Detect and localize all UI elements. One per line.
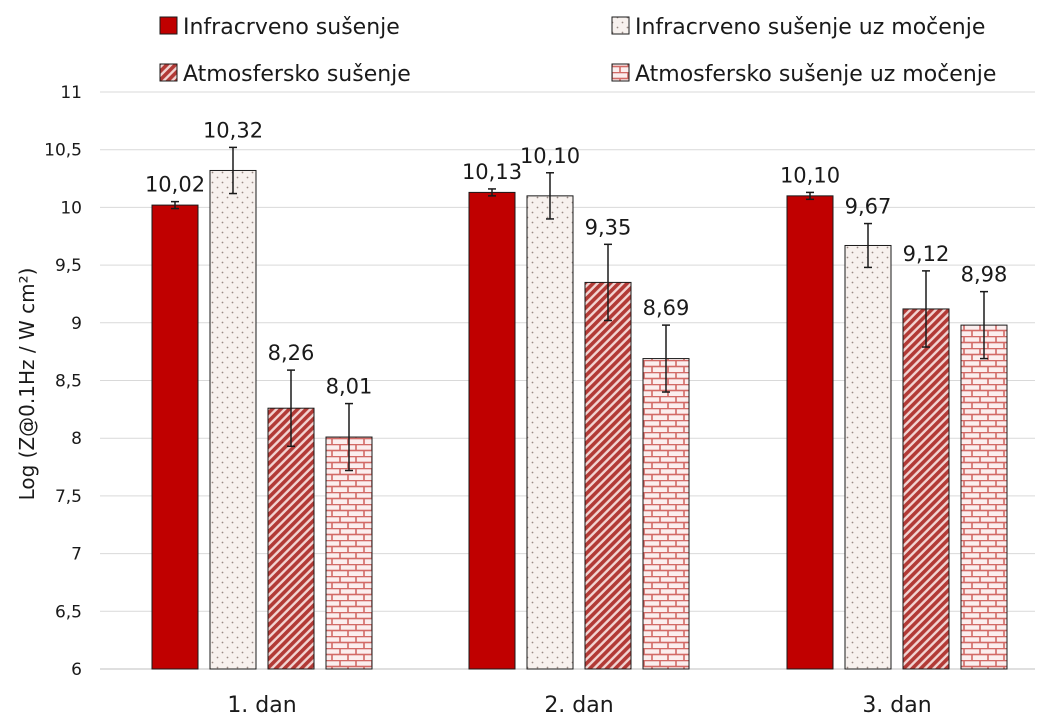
legend-item: Atmosfersko sušenje uz močenje [611,62,996,87]
data-label: 10,13 [462,160,522,184]
y-tick-label: 8,5 [55,372,82,392]
bar [526,195,574,670]
error-bars [171,146,988,472]
y-tick-label: 6 [71,660,82,680]
legend-label: Infracrveno sušenje [183,15,400,40]
bars [151,169,1008,670]
y-axis-label: Log (Z@0.1Hz / W cm²) [15,268,39,501]
y-tick-label: 9,5 [55,256,82,276]
legend-swatch [159,63,178,82]
error-bar [922,270,930,348]
error-bar [171,200,179,210]
bar [468,191,516,670]
y-tick-label: 8 [71,429,82,449]
error-bar [662,324,670,393]
legend-label: Infracrveno sušenje uz močenje [635,15,985,40]
error-bar [345,402,353,472]
error-bar [287,369,295,448]
legend-item: Infracrveno sušenje [159,15,400,40]
bar [844,244,892,670]
data-label: 10,10 [520,144,580,168]
error-bar [806,191,814,201]
bar [960,324,1008,670]
data-label: 9,67 [845,195,892,219]
y-tick-label: 10 [60,198,82,218]
data-label: 10,32 [203,118,263,142]
bar [209,169,257,670]
data-label: 9,12 [903,242,950,266]
legend-swatch [159,16,178,35]
y-tick-label: 7,5 [55,487,82,507]
y-tick-label: 6,5 [55,602,82,622]
y-tick-label: 11 [60,83,82,103]
data-label: 8,69 [643,296,690,320]
legend-item: Atmosfersko sušenje [159,62,411,87]
y-tick-label: 9 [71,314,82,334]
error-bar [546,172,554,220]
bar [267,407,315,670]
data-label: 9,35 [585,215,632,239]
bar [151,204,199,670]
bar [786,195,834,670]
x-category-label: 3. dan [862,693,931,717]
legend-item: Infracrveno sušenje uz močenje [611,15,985,40]
error-bar [604,243,612,322]
x-category-label: 1. dan [227,693,296,717]
error-bar [980,290,988,360]
legend-label: Atmosfersko sušenje [183,62,411,87]
legend-swatch [611,16,630,35]
bar [642,358,690,670]
error-bar [488,188,496,197]
data-label: 10,10 [780,163,840,187]
bar [902,308,950,670]
legend-swatch [611,63,630,82]
data-label: 8,26 [268,341,315,365]
y-axis-ticks: 6 6,5 7 7,5 8 8,5 9 9,5 10 10,5 11 [44,83,82,680]
error-bar [864,222,872,269]
bar [584,281,632,670]
data-labels: 10,0210,328,268,0110,1310,109,358,6910,1… [145,118,1007,398]
legend-label: Atmosfersko sušenje uz močenje [635,62,996,87]
x-axis-categories: 1. dan 2. dan 3. dan [227,693,931,717]
x-category-label: 2. dan [544,693,613,717]
y-tick-label: 7 [71,545,82,565]
error-bar [229,146,237,195]
data-label: 10,02 [145,173,205,197]
legend: Infracrveno sušenje Infracrveno sušenje u… [159,15,996,87]
data-label: 8,01 [326,375,373,399]
bar [325,436,373,670]
y-tick-label: 10,5 [44,141,82,161]
data-label: 8,98 [961,263,1008,287]
